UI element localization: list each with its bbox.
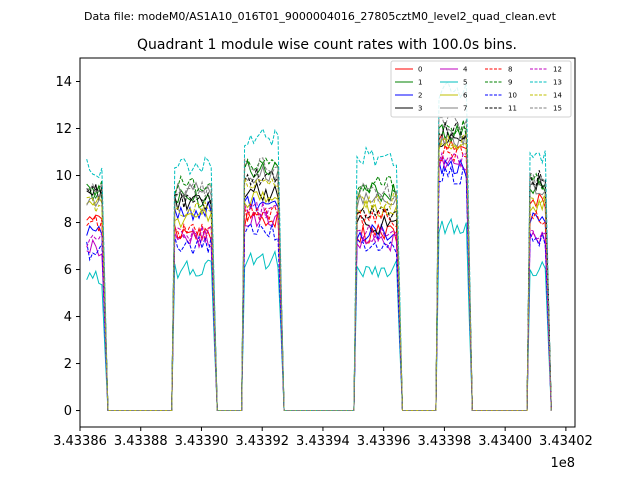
y-tick-label: 14 [55, 75, 72, 90]
x-tick-label: 3.43392 [235, 434, 289, 449]
y-tick-label: 6 [64, 263, 72, 278]
x-tick-label: 3.43388 [114, 434, 168, 449]
legend-box [390, 60, 572, 118]
x-tick-label: 3.43394 [296, 434, 350, 449]
legend-label: 14 [553, 92, 562, 100]
chart-suptitle: Data file: modeM0/AS1A10_016T01_90000040… [84, 10, 557, 23]
x-tick-label: 3.43398 [418, 434, 472, 449]
legend-label: 8 [508, 66, 512, 74]
y-tick-label: 0 [64, 404, 72, 419]
chart-title: Quadrant 1 module wise count rates with … [137, 37, 517, 53]
x-tick-label: 3.43400 [478, 434, 532, 449]
legend-label: 15 [553, 105, 562, 113]
legend-label: 11 [508, 105, 517, 113]
legend-label: 9 [508, 79, 512, 87]
y-tick-label: 2 [64, 357, 72, 372]
y-tick-label: 12 [55, 122, 72, 137]
legend-label: 6 [463, 92, 468, 100]
y-tick-label: 4 [64, 310, 72, 325]
y-tick-label: 10 [55, 169, 72, 184]
x-tick-label: 3.43386 [53, 434, 107, 449]
x-tick-label: 3.43402 [539, 434, 593, 449]
legend-label: 13 [553, 79, 562, 87]
legend-label: 4 [463, 66, 468, 74]
legend-label: 10 [508, 92, 517, 100]
legend-label: 0 [418, 66, 422, 74]
y-tick-label: 8 [64, 216, 72, 231]
plot-frame [79, 57, 576, 428]
legend-label: 7 [463, 105, 467, 113]
series-layer [86, 81, 552, 412]
plot-area [80, 58, 575, 427]
x-offset-label: 1e8 [550, 456, 575, 471]
x-tick-label: 3.43390 [175, 434, 229, 449]
legend-label: 2 [418, 92, 422, 100]
legend-label: 5 [463, 79, 467, 87]
series-line-15 [86, 115, 552, 412]
x-tick-label: 3.43396 [357, 434, 411, 449]
legend-label: 1 [418, 79, 422, 87]
legend-label: 3 [418, 105, 422, 113]
legend-label: 12 [553, 66, 562, 74]
axes-layer: 3.43386 3.43388 3.43390 3.43392 3.43394 3.433… [53, 75, 593, 471]
